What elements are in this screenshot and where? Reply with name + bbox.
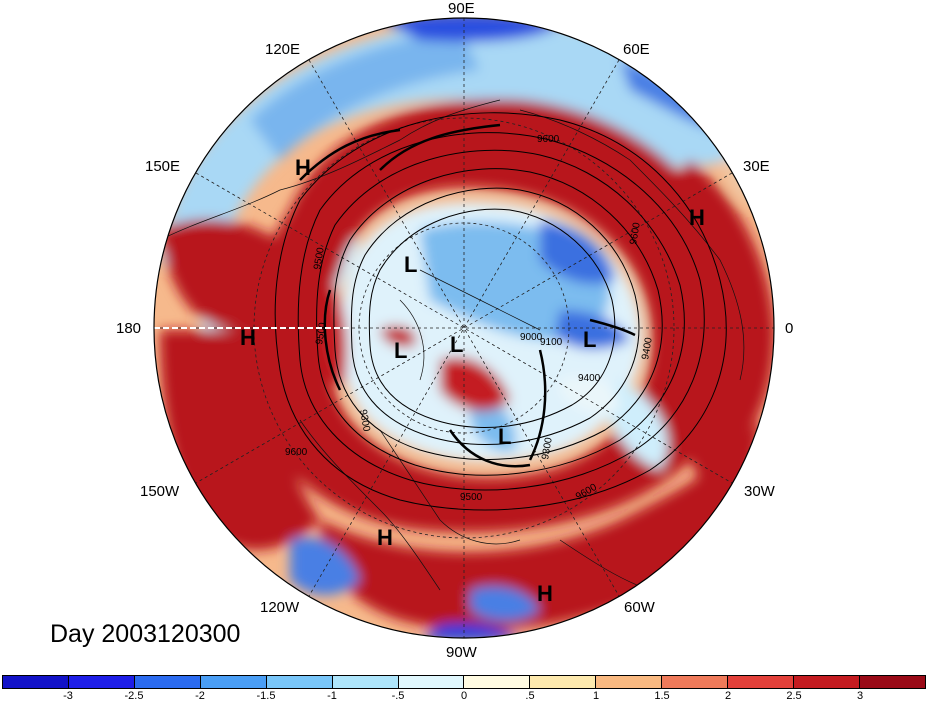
high-center: H [377,525,393,550]
colorbar-cell [530,676,597,688]
colorbar-tick-label: -2.5 [124,690,144,702]
contour-label: 9400 [640,336,655,360]
contour-label: 9000 [520,332,543,343]
lon-label-180: 180 [116,320,142,337]
lon-label-90w: 90W [446,644,477,661]
colorbar-tick-label: -2 [195,690,205,702]
colorbar-cell [464,676,531,688]
colorbar-tick-label: -.5 [391,690,405,702]
high-center: H [240,325,256,350]
contour-label: 9500 [312,246,327,270]
colorbar-tick-label: 0 [460,690,468,702]
low-center: L [394,338,407,363]
colorbar-cell [398,676,465,688]
lon-label-30w: 30W [744,483,775,500]
colorbar-cell [134,676,201,688]
contour-label: 9300 [540,436,555,460]
height-contours [274,112,727,511]
contour-label: 9600 [285,447,308,458]
low-center: L [404,252,417,277]
low-center: L [450,332,463,357]
lon-label-150e: 150E [145,158,181,175]
colorbar-tick-label: -1 [327,690,337,702]
colorbar-tick-label: 2 [724,690,732,702]
contour-labels: 9600 9500 9300 9400 9100 9000 9500 9600 … [285,134,655,503]
colorbar-cell [332,676,399,688]
lon-label-120e: 120E [265,41,301,58]
colorbar-cell [266,676,333,688]
contour-label: 9100 [540,337,563,348]
page-title: Day 2003120300 [50,620,241,648]
lon-label-120w: 120W [260,599,300,616]
lon-label-60e: 60E [623,41,650,58]
colorbar-tick-label: .5 [525,690,535,702]
colorbar-tick-label: 2.5 [786,690,802,702]
colorbar-cell [596,676,663,688]
pressure-centers: H H H H H H L L L L L [240,155,705,606]
colorbar-tick-label: -1.5 [256,690,276,702]
contour-label: 9500 [460,492,483,503]
colorbar-cell [859,676,925,688]
lon-label-90e: 90E [448,0,475,17]
colorbar-cell [794,676,860,688]
map-boundary [153,17,775,639]
high-center: H [295,155,311,180]
colorbar-tick-label: -3 [63,690,73,702]
lon-label-0: 0 [785,320,794,337]
colorbar-cell [728,676,795,688]
lon-label-60w: 60W [624,599,655,616]
contour-label: 9600 [537,134,560,145]
colorbar-cell [662,676,729,688]
contour-label: 9600 [628,221,643,245]
contour-label: 9400 [578,373,601,384]
lon-label-150w: 150W [140,483,180,500]
colorbar [2,675,926,689]
colorbar-cell [200,676,267,688]
high-center: H [537,581,553,606]
high-center: H [689,205,705,230]
colorbar-tick-label: 3 [856,690,864,702]
colorbar-tick-label: 1 [592,690,600,702]
colorbar-cell [68,676,135,688]
colorbar-cell [3,676,69,688]
low-center: L [583,327,596,352]
colorbar-tick-label: 1.5 [654,690,670,702]
lon-label-30e: 30E [743,158,770,175]
low-center: L [498,424,511,449]
contour-label: 9300 [357,409,372,433]
